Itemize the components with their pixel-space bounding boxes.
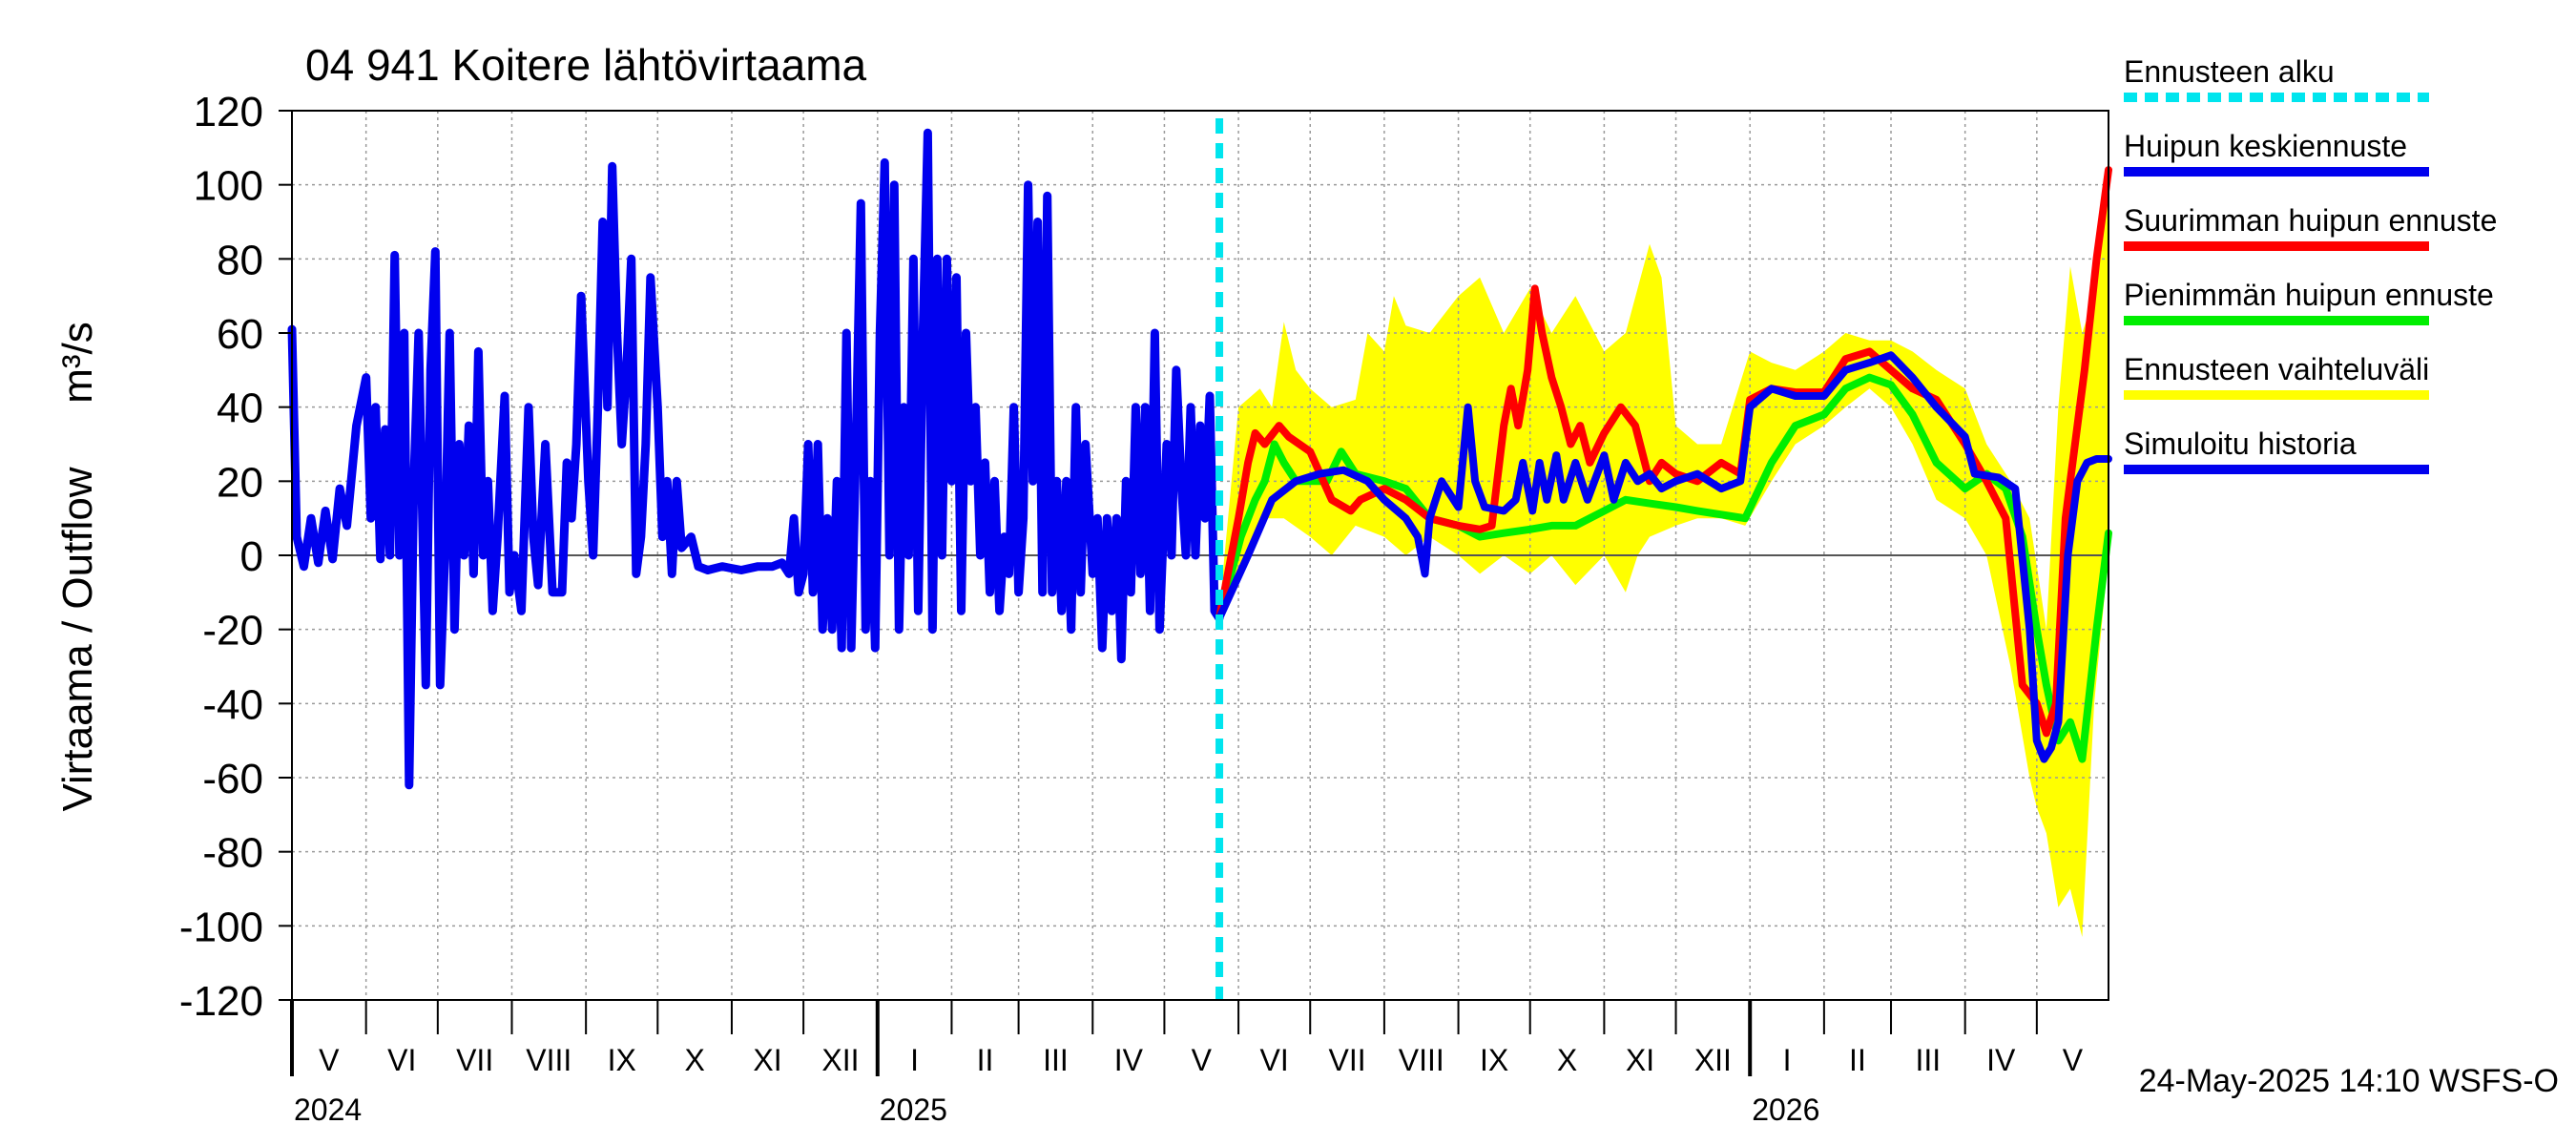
x-month-label: XII xyxy=(1694,1043,1732,1077)
x-year-label: 2024 xyxy=(294,1093,362,1127)
y-axis-label: Virtaama / Outflow xyxy=(54,467,101,811)
x-month-label: VIII xyxy=(1399,1043,1444,1077)
series-line-simuloitu-historia xyxy=(287,128,1224,790)
x-month-label: XI xyxy=(1626,1043,1654,1077)
x-month-label: V xyxy=(1192,1043,1213,1077)
y-tick-label: 100 xyxy=(194,163,263,210)
x-year-label: 2026 xyxy=(1752,1093,1819,1127)
legend-label-range: Ennusteen vaihteluväli xyxy=(2124,352,2429,386)
x-month-label: IX xyxy=(1480,1043,1508,1077)
x-month-label: III xyxy=(1043,1043,1069,1077)
x-month-label: IV xyxy=(1114,1043,1144,1077)
x-month-label: VI xyxy=(387,1043,416,1077)
x-month-label: IX xyxy=(608,1043,636,1077)
x-month-label: II xyxy=(1849,1043,1866,1077)
x-month-label: V xyxy=(319,1043,340,1077)
y-tick-label: -60 xyxy=(202,756,263,802)
x-month-label: VIII xyxy=(526,1043,571,1077)
series-line-huipun-keskiennuste xyxy=(1215,351,2112,763)
x-month-label: VII xyxy=(456,1043,493,1077)
x-month-label: XI xyxy=(753,1043,781,1077)
y-tick-label: -80 xyxy=(202,830,263,877)
x-month-label: IV xyxy=(1986,1043,2016,1077)
x-month-label: V xyxy=(2063,1043,2084,1077)
y-axis: -120 -100 -80 -60 -40 -20 0 20 40 60 80 100 120 xyxy=(179,89,292,1025)
x-month-label: I xyxy=(1783,1043,1792,1077)
chart-title: 04 941 Koitere lähtövirtaama xyxy=(305,40,867,90)
legend: Ennusteen alku Huipun keskiennuste Suurimm… xyxy=(2124,54,2497,474)
y-tick-label: 80 xyxy=(217,237,263,283)
x-month-label: VII xyxy=(1329,1043,1366,1077)
series-layer xyxy=(287,118,2112,1000)
x-month-label: X xyxy=(684,1043,704,1077)
legend-label-history: Simuloitu historia xyxy=(2124,427,2357,461)
x-year-label: 2025 xyxy=(880,1093,947,1127)
y-tick-label: 60 xyxy=(217,311,263,358)
y-tick-label: 40 xyxy=(217,385,263,432)
y-tick-label: -40 xyxy=(202,681,263,728)
y-tick-label: -20 xyxy=(202,608,263,655)
x-month-label: VI xyxy=(1260,1043,1289,1077)
legend-label-mean_peak: Huipun keskiennuste xyxy=(2124,129,2407,163)
y-tick-label: 120 xyxy=(194,89,263,135)
legend-label-min_peak: Pienimmän huipun ennuste xyxy=(2124,278,2494,312)
x-month-label: III xyxy=(1916,1043,1942,1077)
grid-layer xyxy=(292,111,2109,1000)
y-tick-label: -100 xyxy=(179,904,263,950)
y-tick-label: 20 xyxy=(217,459,263,506)
x-axis: V VI VII VIII IX X XI XII I II III IV V VI VII VIII IX X X… xyxy=(290,1000,2084,1127)
legend-label-forecast_start: Ennusteen alku xyxy=(2124,54,2335,89)
y-axis-unit: m³/s xyxy=(54,322,101,404)
legend-label-max_peak: Suurimman huipun ennuste xyxy=(2124,203,2497,238)
x-month-label: II xyxy=(977,1043,994,1077)
y-tick-label: 0 xyxy=(240,533,263,580)
x-month-label: X xyxy=(1557,1043,1577,1077)
timestamp-label: 24-May-2025 14:10 WSFS-O xyxy=(2139,1063,2559,1099)
series-line-suurimman-huipun-ennuste xyxy=(1215,166,2112,738)
y-tick-label: -120 xyxy=(179,978,263,1025)
x-month-label: I xyxy=(910,1043,919,1077)
x-month-label: XII xyxy=(821,1043,859,1077)
